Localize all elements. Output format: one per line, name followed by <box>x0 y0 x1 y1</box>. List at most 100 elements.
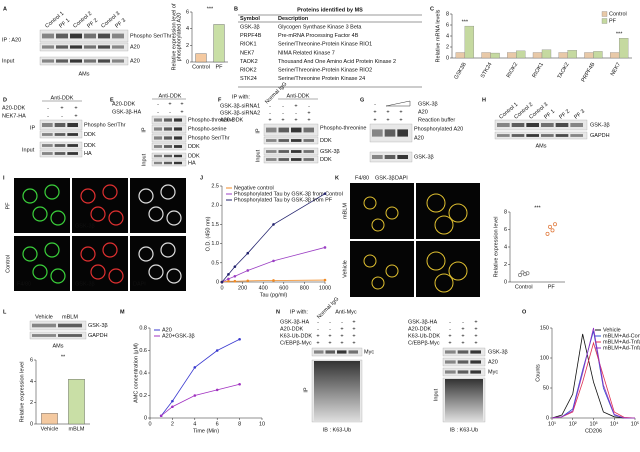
cell <box>371 276 385 290</box>
band <box>54 144 66 147</box>
legend-label: Control <box>609 11 627 17</box>
point <box>215 349 219 352</box>
x-tick-label: 10³ <box>590 421 598 427</box>
band <box>337 350 347 354</box>
band-label: Phosphorylated A20 <box>414 126 463 132</box>
band <box>314 350 324 354</box>
label: STK24 <box>240 76 257 82</box>
cell <box>90 264 106 280</box>
band-label: DDK <box>84 132 96 138</box>
y-axis-label: Relative expression level <box>19 362 25 423</box>
lane-label: mBLM <box>62 314 78 320</box>
x-tick-label: 200 <box>238 285 247 291</box>
band <box>555 123 569 127</box>
band <box>164 118 172 122</box>
band <box>70 45 82 49</box>
point <box>323 278 327 282</box>
stain-label: F4/80 <box>355 175 369 181</box>
sign: - <box>449 319 451 325</box>
point <box>220 280 224 284</box>
band <box>56 45 68 49</box>
label: PRPF4B <box>240 33 262 39</box>
label: Glycogen Synthase Kinase 3 Beta <box>278 24 362 30</box>
band <box>54 123 66 127</box>
x-tick-label: 8 <box>238 421 241 427</box>
y-tick-label: 1.0 <box>211 241 219 247</box>
band <box>303 127 314 133</box>
y-tick-label: 0 <box>30 421 33 427</box>
band <box>303 139 314 142</box>
y-tick-label: 4 <box>446 33 449 39</box>
cell <box>426 251 446 271</box>
band <box>470 360 481 364</box>
band <box>154 118 162 122</box>
micrograph <box>350 241 414 297</box>
x-tick-label: PF <box>215 64 223 70</box>
cell <box>166 210 182 226</box>
point <box>246 279 250 283</box>
sign: - <box>341 319 343 325</box>
band <box>372 155 383 159</box>
label: Symbol <box>240 16 260 22</box>
label: Input <box>22 147 35 153</box>
sign: - <box>295 110 297 116</box>
significance: *** <box>207 6 214 12</box>
y-tick-label: 2 <box>446 44 449 50</box>
label: Serine/Threonine Protein Kinase 24 <box>278 76 365 82</box>
band <box>497 134 510 137</box>
x-tick-label: 4 <box>193 421 196 427</box>
bar <box>490 52 500 59</box>
band <box>457 350 469 354</box>
x-tick-label: 800 <box>300 285 309 291</box>
band <box>112 59 124 63</box>
row-label: K63-Ub-DDK <box>280 333 312 339</box>
sign: - <box>269 103 271 109</box>
label: Input <box>141 153 147 166</box>
band <box>570 134 583 137</box>
y-tick-label: 2.0 <box>211 203 219 209</box>
band <box>325 350 335 354</box>
point <box>323 192 327 195</box>
y-tick-label: 0.4 <box>139 370 147 376</box>
band <box>98 33 110 39</box>
dot <box>518 273 522 277</box>
row-label: GSK-3β-HA <box>280 319 309 325</box>
point <box>193 366 197 369</box>
stain-label: GSK-3β <box>375 175 395 181</box>
band <box>70 59 82 63</box>
dot <box>520 270 525 275</box>
stain-label: DAPI <box>395 175 408 181</box>
label: AMs <box>79 71 90 77</box>
band <box>266 139 277 142</box>
y-tick-label: 1.5 <box>211 222 219 228</box>
band <box>303 158 314 161</box>
cell <box>363 196 377 210</box>
band <box>278 150 289 153</box>
stain-label: GSK-3β <box>75 223 95 229</box>
x-tick-label: RIOK1 <box>532 62 545 79</box>
sign: + <box>328 340 331 346</box>
legend-swatch <box>601 11 608 17</box>
micrograph <box>130 178 186 233</box>
lane-label: PF 1 <box>543 109 556 121</box>
label: TAOK2 <box>240 59 258 65</box>
band <box>291 158 302 161</box>
band-label: DDK <box>188 144 200 150</box>
point <box>246 269 250 272</box>
band <box>56 33 68 39</box>
y-axis-label: AMC concentration (μM) <box>133 343 139 403</box>
band <box>384 129 396 137</box>
sign: + <box>474 326 477 332</box>
band <box>457 370 469 374</box>
x-tick-label: Vehicle <box>41 426 59 432</box>
sign: - <box>449 326 451 332</box>
bar <box>41 413 58 425</box>
x-tick-label: 0 <box>148 421 151 427</box>
cell <box>102 184 118 200</box>
cell <box>434 273 454 293</box>
sign: + <box>281 117 284 123</box>
label: PF <box>5 202 11 210</box>
point <box>227 273 230 276</box>
x-axis-label: Tau (pg/ml) <box>260 292 288 298</box>
